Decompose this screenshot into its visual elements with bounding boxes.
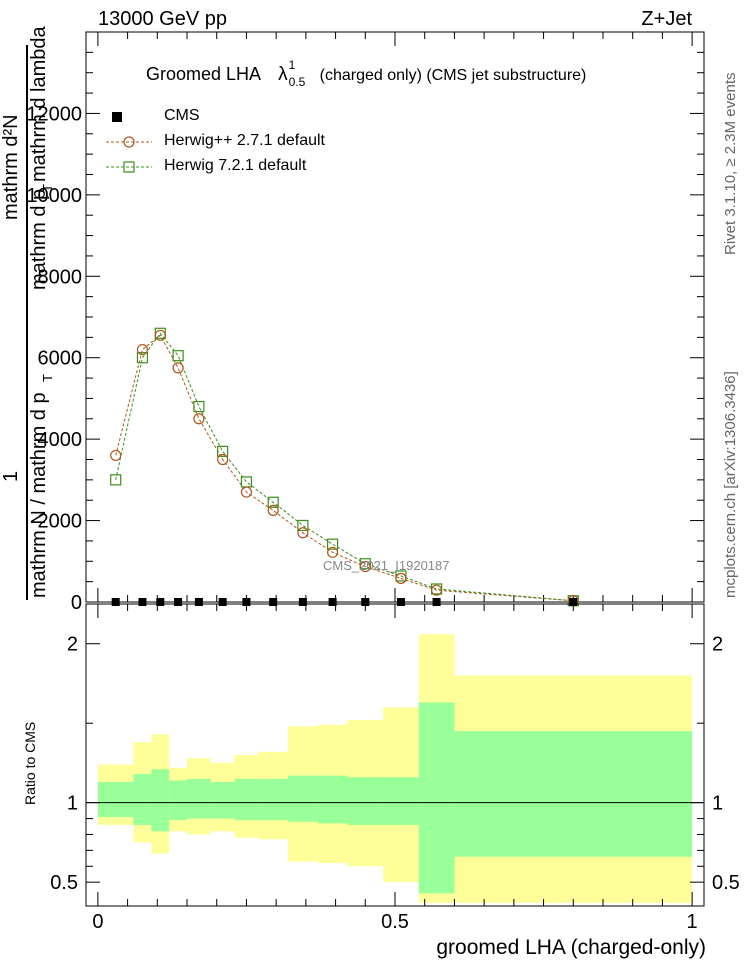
herwig7-point xyxy=(267,496,279,508)
herwig7-point xyxy=(217,445,229,457)
stat-uncertainty-band xyxy=(169,780,188,821)
y-tick-label: 6000 xyxy=(38,348,83,370)
cms-point xyxy=(242,598,251,606)
cms-point xyxy=(194,598,203,606)
herwig7-point xyxy=(359,558,371,570)
herwig7-point xyxy=(136,352,149,364)
cms-point xyxy=(569,598,578,606)
plot-title-tail: (charged only) (CMS jet substructure) xyxy=(319,67,587,84)
cms-point xyxy=(361,598,370,606)
herwig-pp-point xyxy=(240,486,253,498)
ratio-y-tick-label-right: 0.5 xyxy=(712,872,740,894)
main-plot: 0 2000 4000 6000 8000 10000 12000 xyxy=(26,31,705,614)
herwig-pp-point xyxy=(359,560,371,573)
x-axis-label: groomed LHA (charged-only) xyxy=(436,936,706,959)
herwig-pp-point xyxy=(430,584,443,596)
cms-point xyxy=(432,598,441,606)
stat-uncertainty-band xyxy=(97,782,134,817)
plot-title-main: Groomed LHA xyxy=(146,64,261,84)
herwig-pp-line xyxy=(115,334,574,602)
ratio-y-tick-label-right: 1 xyxy=(712,793,723,815)
herwig-pp-point xyxy=(217,453,229,466)
x-tick-label: 0.5 xyxy=(381,911,409,933)
cms-point xyxy=(328,598,337,606)
cms-point xyxy=(174,598,183,606)
stat-uncertainty-band xyxy=(133,774,152,825)
ratio-y-tick-label: 2 xyxy=(67,634,78,656)
stat-uncertainty-band xyxy=(347,777,384,825)
stat-uncertainty-band xyxy=(288,775,318,822)
legend-cms-label: CMS xyxy=(164,107,200,124)
cms-point xyxy=(218,598,227,606)
herwig-pp-point xyxy=(136,343,149,356)
plot-title-sup: 1 xyxy=(288,58,296,72)
x-tick-label: 0 xyxy=(92,911,103,933)
y-tick-label: 0 xyxy=(71,592,82,614)
ratio-y-label: Ratio to CMS xyxy=(22,721,38,805)
ratio-y-tick-label-right: 2 xyxy=(712,634,723,656)
cms-point xyxy=(269,598,278,606)
cms-point xyxy=(156,598,165,606)
legend-cms-marker xyxy=(112,112,122,122)
stat-uncertainty-band xyxy=(151,769,170,832)
cms-point xyxy=(298,598,307,606)
stat-uncertainty-band xyxy=(454,731,693,857)
legend-herwig-pp-label: Herwig++ 2.7.1 default xyxy=(164,132,325,149)
y-tick-label: 2000 xyxy=(38,511,83,533)
plot-title-lambda: λ xyxy=(278,64,288,85)
header-right: Z+Jet xyxy=(641,8,692,30)
herwig7-point xyxy=(240,476,253,488)
herwig-pp-point xyxy=(297,527,309,539)
herwig-pp-point xyxy=(395,572,407,584)
plot-title-sub: 0.5 xyxy=(288,75,306,89)
cms-point xyxy=(396,598,405,606)
stat-uncertainty-band xyxy=(383,777,419,825)
herwig-pp-point xyxy=(110,449,122,462)
herwig7-point xyxy=(110,474,122,486)
herwig-pp-point xyxy=(193,413,205,425)
stat-uncertainty-band xyxy=(317,775,348,824)
herwig7-point xyxy=(193,400,205,413)
ratio-y-tick-label: 1 xyxy=(67,793,78,815)
plot-title: Groomed LHA λ 1 0.5 (charged only) (CMS … xyxy=(146,58,587,89)
herwig7-point xyxy=(297,519,309,532)
y-tick-label: 4000 xyxy=(38,429,83,451)
herwig-pp-point xyxy=(327,546,339,558)
herwig-pp-point xyxy=(154,329,166,341)
stat-uncertainty-band xyxy=(234,778,259,821)
cms-point xyxy=(138,598,147,606)
herwig7-point xyxy=(172,350,184,362)
stat-uncertainty-band xyxy=(210,782,235,819)
herwig7-point xyxy=(327,538,339,550)
stat-uncertainty-band xyxy=(418,702,455,894)
y-tick-label: 8000 xyxy=(38,266,83,288)
stat-uncertainty-band xyxy=(187,778,211,819)
ratio-plot: 0.5 0.5 1 1 2 2 0 0.5 1 xyxy=(50,603,740,933)
stat-uncertainty-band xyxy=(258,778,289,821)
ratio-y-tick-label: 0.5 xyxy=(50,872,78,894)
y-tick-label: 10000 xyxy=(26,185,82,207)
herwig-pp-point xyxy=(172,362,184,374)
x-tick-label: 1 xyxy=(687,911,698,933)
cms-point xyxy=(111,598,120,606)
legend-herwig7-label: Herwig 7.2.1 default xyxy=(164,157,307,174)
watermark: CMS_2021_I1920187 xyxy=(323,558,450,573)
herwig7-line xyxy=(115,332,574,602)
herwig-pp-point xyxy=(267,504,279,516)
header-left: 13000 GeV pp xyxy=(98,8,227,30)
y-tick-label: 12000 xyxy=(26,103,82,125)
